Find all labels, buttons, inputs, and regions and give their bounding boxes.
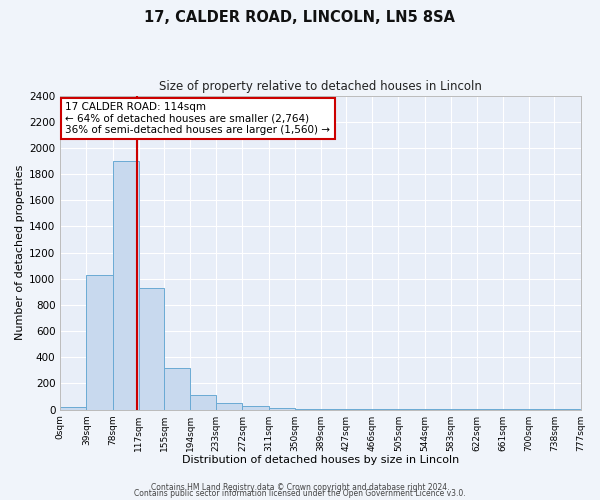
Bar [139,288,164,410]
Bar [242,406,269,410]
Bar [86,276,113,409]
Bar [164,368,190,410]
Text: 17, CALDER ROAD, LINCOLN, LN5 8SA: 17, CALDER ROAD, LINCOLN, LN5 8SA [145,10,455,25]
Bar [190,395,216,409]
Text: Contains public sector information licensed under the Open Government Licence v3: Contains public sector information licen… [134,490,466,498]
Bar [269,408,295,410]
Text: 17 CALDER ROAD: 114sqm
← 64% of detached houses are smaller (2,764)
36% of semi-: 17 CALDER ROAD: 114sqm ← 64% of detached… [65,102,331,135]
X-axis label: Distribution of detached houses by size in Lincoln: Distribution of detached houses by size … [182,455,459,465]
Bar [60,407,86,410]
Bar [216,403,242,409]
Text: Contains HM Land Registry data © Crown copyright and database right 2024.: Contains HM Land Registry data © Crown c… [151,484,449,492]
Title: Size of property relative to detached houses in Lincoln: Size of property relative to detached ho… [159,80,482,93]
Y-axis label: Number of detached properties: Number of detached properties [15,165,25,340]
Bar [113,161,139,410]
Bar [295,409,321,410]
